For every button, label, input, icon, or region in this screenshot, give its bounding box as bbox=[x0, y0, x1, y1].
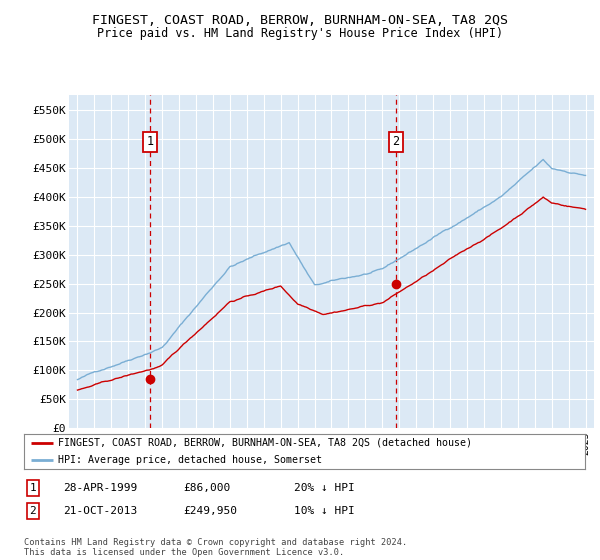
Text: Price paid vs. HM Land Registry's House Price Index (HPI): Price paid vs. HM Land Registry's House … bbox=[97, 27, 503, 40]
Text: 20% ↓ HPI: 20% ↓ HPI bbox=[294, 483, 355, 493]
Text: FINGEST, COAST ROAD, BERROW, BURNHAM-ON-SEA, TA8 2QS (detached house): FINGEST, COAST ROAD, BERROW, BURNHAM-ON-… bbox=[58, 438, 472, 447]
Text: 10% ↓ HPI: 10% ↓ HPI bbox=[294, 506, 355, 516]
Text: 2: 2 bbox=[392, 136, 400, 148]
Text: 21-OCT-2013: 21-OCT-2013 bbox=[63, 506, 137, 516]
Text: Contains HM Land Registry data © Crown copyright and database right 2024.
This d: Contains HM Land Registry data © Crown c… bbox=[24, 538, 407, 557]
Text: £86,000: £86,000 bbox=[183, 483, 230, 493]
Text: HPI: Average price, detached house, Somerset: HPI: Average price, detached house, Some… bbox=[58, 455, 322, 465]
Text: 1: 1 bbox=[147, 136, 154, 148]
Text: 1: 1 bbox=[29, 483, 37, 493]
Text: 2: 2 bbox=[29, 506, 37, 516]
Text: 28-APR-1999: 28-APR-1999 bbox=[63, 483, 137, 493]
Text: £249,950: £249,950 bbox=[183, 506, 237, 516]
Text: FINGEST, COAST ROAD, BERROW, BURNHAM-ON-SEA, TA8 2QS: FINGEST, COAST ROAD, BERROW, BURNHAM-ON-… bbox=[92, 14, 508, 27]
